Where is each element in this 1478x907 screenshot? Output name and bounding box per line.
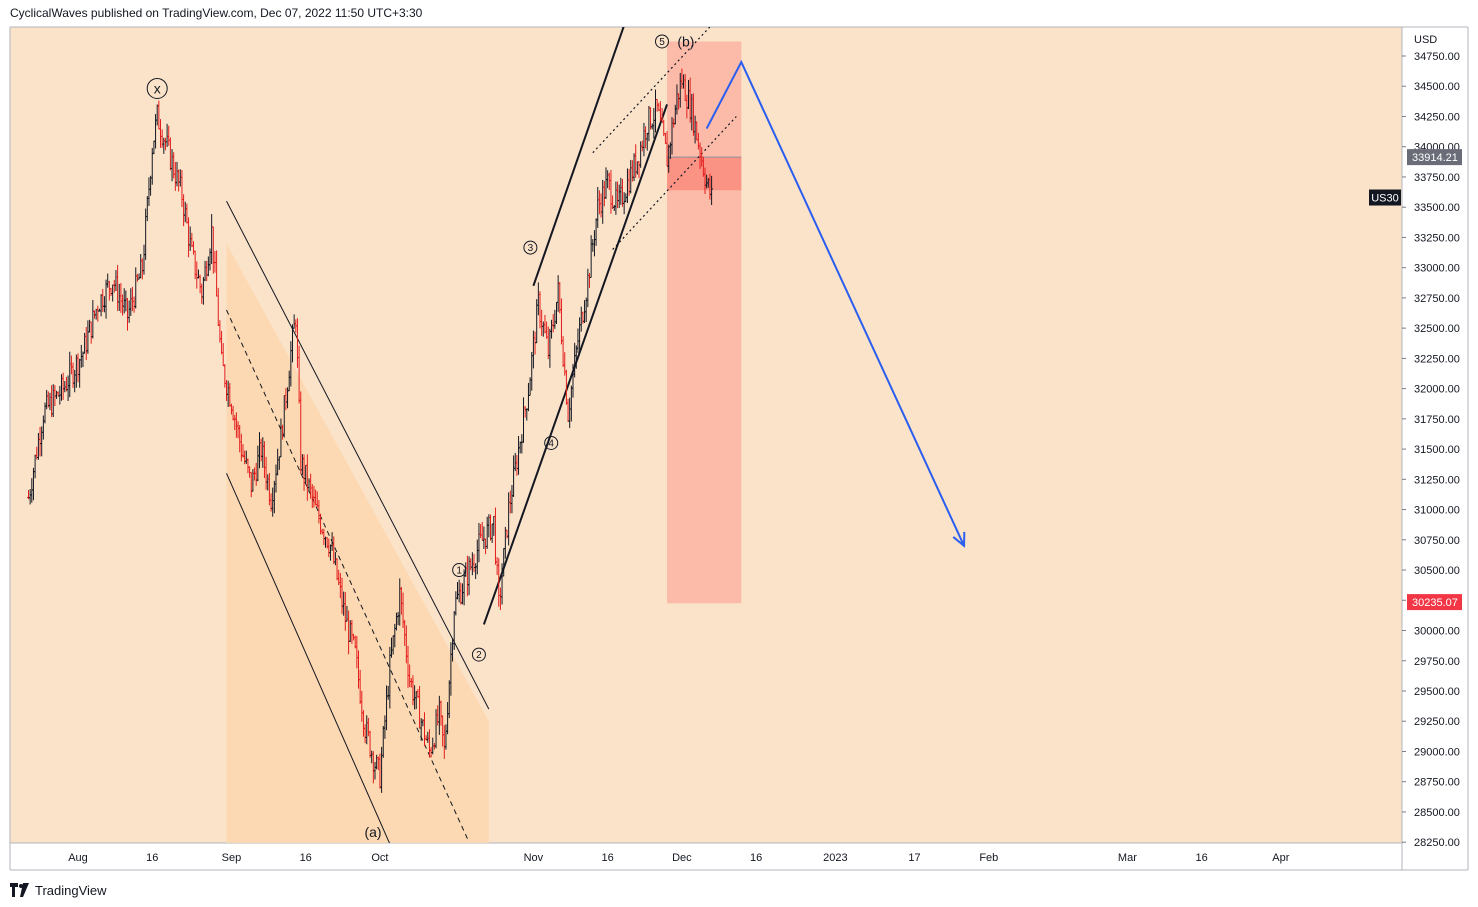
down-channel-lower-line: [226, 473, 390, 843]
tradingview-footer[interactable]: TradingView: [10, 880, 107, 900]
author-name[interactable]: CyclicalWaves: [10, 6, 88, 20]
wave-label-3: 3: [523, 240, 538, 255]
time-tick-label: Nov: [524, 852, 544, 864]
price-tick-label: 28250.00: [1414, 837, 1460, 849]
price-tick-label: 29750.00: [1414, 656, 1460, 668]
price-axis: USD34750.0034500.0034250.0034000.0033750…: [1402, 34, 1462, 849]
plot-area: x (a) 1 2 3 4 5 (b): [27, 27, 966, 843]
price-tick-label: 34250.00: [1414, 111, 1460, 123]
wave-label-5: 5: [655, 34, 669, 49]
time-tick-label: Sep: [222, 852, 242, 864]
wave-label-a: (a): [364, 824, 381, 840]
time-tick-label: 16: [146, 852, 158, 864]
wave-label-circle: [544, 435, 559, 450]
time-tick-label: 16: [1196, 852, 1208, 864]
last-price-tag-bg: [1407, 149, 1462, 166]
price-tick-label: 32000.00: [1414, 384, 1460, 396]
projection-path: [705, 59, 965, 547]
wave-label-text: 1: [456, 566, 462, 577]
wave-label-1: 1: [452, 563, 467, 578]
price-tick-label: 32500.00: [1414, 323, 1460, 335]
price-tick-label: 31250.00: [1414, 474, 1460, 486]
time-tick-label: 2023: [823, 852, 847, 864]
marker-price-tag: 30235.07: [1407, 594, 1462, 611]
price-tick-label: 33750.00: [1414, 172, 1460, 184]
currency-label: USD: [1414, 34, 1437, 46]
price-tick-label: 30000.00: [1414, 626, 1460, 638]
wave-label-circle: [523, 240, 538, 255]
price-tick-label: 33000.00: [1414, 263, 1460, 275]
down-channel-upper-line: [226, 200, 490, 710]
wedge-lower-line: [482, 104, 668, 625]
target-zone-box: [667, 41, 742, 604]
price-tick-label: 28500.00: [1414, 807, 1460, 819]
time-axis: Aug 16 Sep 16 Oct Nov 16 Dec 16 2023 17 Feb Mar 16 Apr: [68, 852, 1290, 864]
time-tick-label: Apr: [1272, 852, 1289, 864]
dotted-channel-upper: [592, 27, 711, 154]
publish-info: published on TradingView.com, Dec 07, 20…: [90, 6, 423, 20]
price-tick-label: 29000.00: [1414, 746, 1460, 758]
wave-label-b: (b): [677, 33, 694, 49]
wave-label-2: 2: [471, 647, 486, 662]
wave-label-text: 4: [548, 438, 554, 449]
wave-label-x: x: [146, 77, 168, 99]
wave-label-text: 5: [659, 37, 665, 48]
price-tick-label: 30500.00: [1414, 565, 1460, 577]
marker-price-tag-bg: [1407, 594, 1462, 611]
price-tick-label: 32250.00: [1414, 353, 1460, 365]
price-tick-label: 33500.00: [1414, 202, 1460, 214]
projection-arrowhead: [952, 531, 966, 548]
time-tick-label: 17: [908, 852, 920, 864]
price-tick-label: 31000.00: [1414, 505, 1460, 517]
price-tick-label: 33250.00: [1414, 232, 1460, 244]
last-price-tag: 33914.21: [1407, 149, 1462, 166]
wave-label-text: (a): [364, 824, 381, 840]
price-tick-label: 29250.00: [1414, 716, 1460, 728]
price-tick-label: 34500.00: [1414, 81, 1460, 93]
wave-label-circle: [655, 34, 669, 49]
tradingview-logo-text: TradingView: [35, 882, 107, 898]
price-tick-label: 29500.00: [1414, 686, 1460, 698]
time-axis-bg: [10, 843, 1402, 870]
wave-label-4: 4: [544, 435, 559, 450]
publish-header: CyclicalWaves published on TradingView.c…: [10, 6, 422, 20]
symbol-tag-label: US30: [1371, 193, 1399, 205]
time-tick-label: 16: [602, 852, 614, 864]
time-tick-label: Aug: [68, 852, 88, 864]
wave-label-text: (b): [677, 33, 694, 49]
time-tick-label: Dec: [672, 852, 692, 864]
price-chart[interactable]: x (a) 1 2 3 4 5 (b) US30 USD 34750.00 34500.00 34250…: [0, 0, 1478, 880]
tradingview-logo-icon: [10, 883, 29, 897]
symbol-tag: US30: [1369, 189, 1401, 206]
last-price-tag-label: 33914.21: [1412, 152, 1458, 164]
dotted-channel-lower: [612, 116, 737, 250]
wave-label-text: x: [154, 80, 161, 96]
price-tick-label: 31500.00: [1414, 444, 1460, 456]
wave-label-circle: [452, 563, 467, 578]
wave-label-circle: [146, 77, 168, 99]
marker-price-tag-label: 30235.07: [1412, 597, 1458, 609]
time-tick-label: 16: [750, 852, 762, 864]
price-tick-label: 34750.00: [1414, 51, 1460, 63]
candles: [27, 68, 714, 793]
price-tick-label: 31750.00: [1414, 414, 1460, 426]
wave-label-circle: [471, 647, 486, 662]
wedge-upper-line: [532, 27, 625, 287]
wave-label-text: 2: [476, 650, 482, 661]
symbol-tag-bg: [1369, 189, 1401, 206]
price-tick-label: 32750.00: [1414, 293, 1460, 305]
time-tick-label: 16: [300, 852, 312, 864]
down-channel-mid-line: [226, 309, 470, 843]
wave-label-text: 3: [528, 243, 534, 254]
price-axis-bg: [1402, 27, 1468, 870]
down-channel-fill: [226, 243, 489, 843]
time-tick-label: Oct: [371, 852, 388, 864]
price-tick-label: 28750.00: [1414, 777, 1460, 789]
price-tick-label: 30750.00: [1414, 535, 1460, 547]
candle-up: [710, 175, 714, 206]
time-tick-label: Mar: [1118, 852, 1137, 864]
time-tick-label: Feb: [979, 852, 998, 864]
